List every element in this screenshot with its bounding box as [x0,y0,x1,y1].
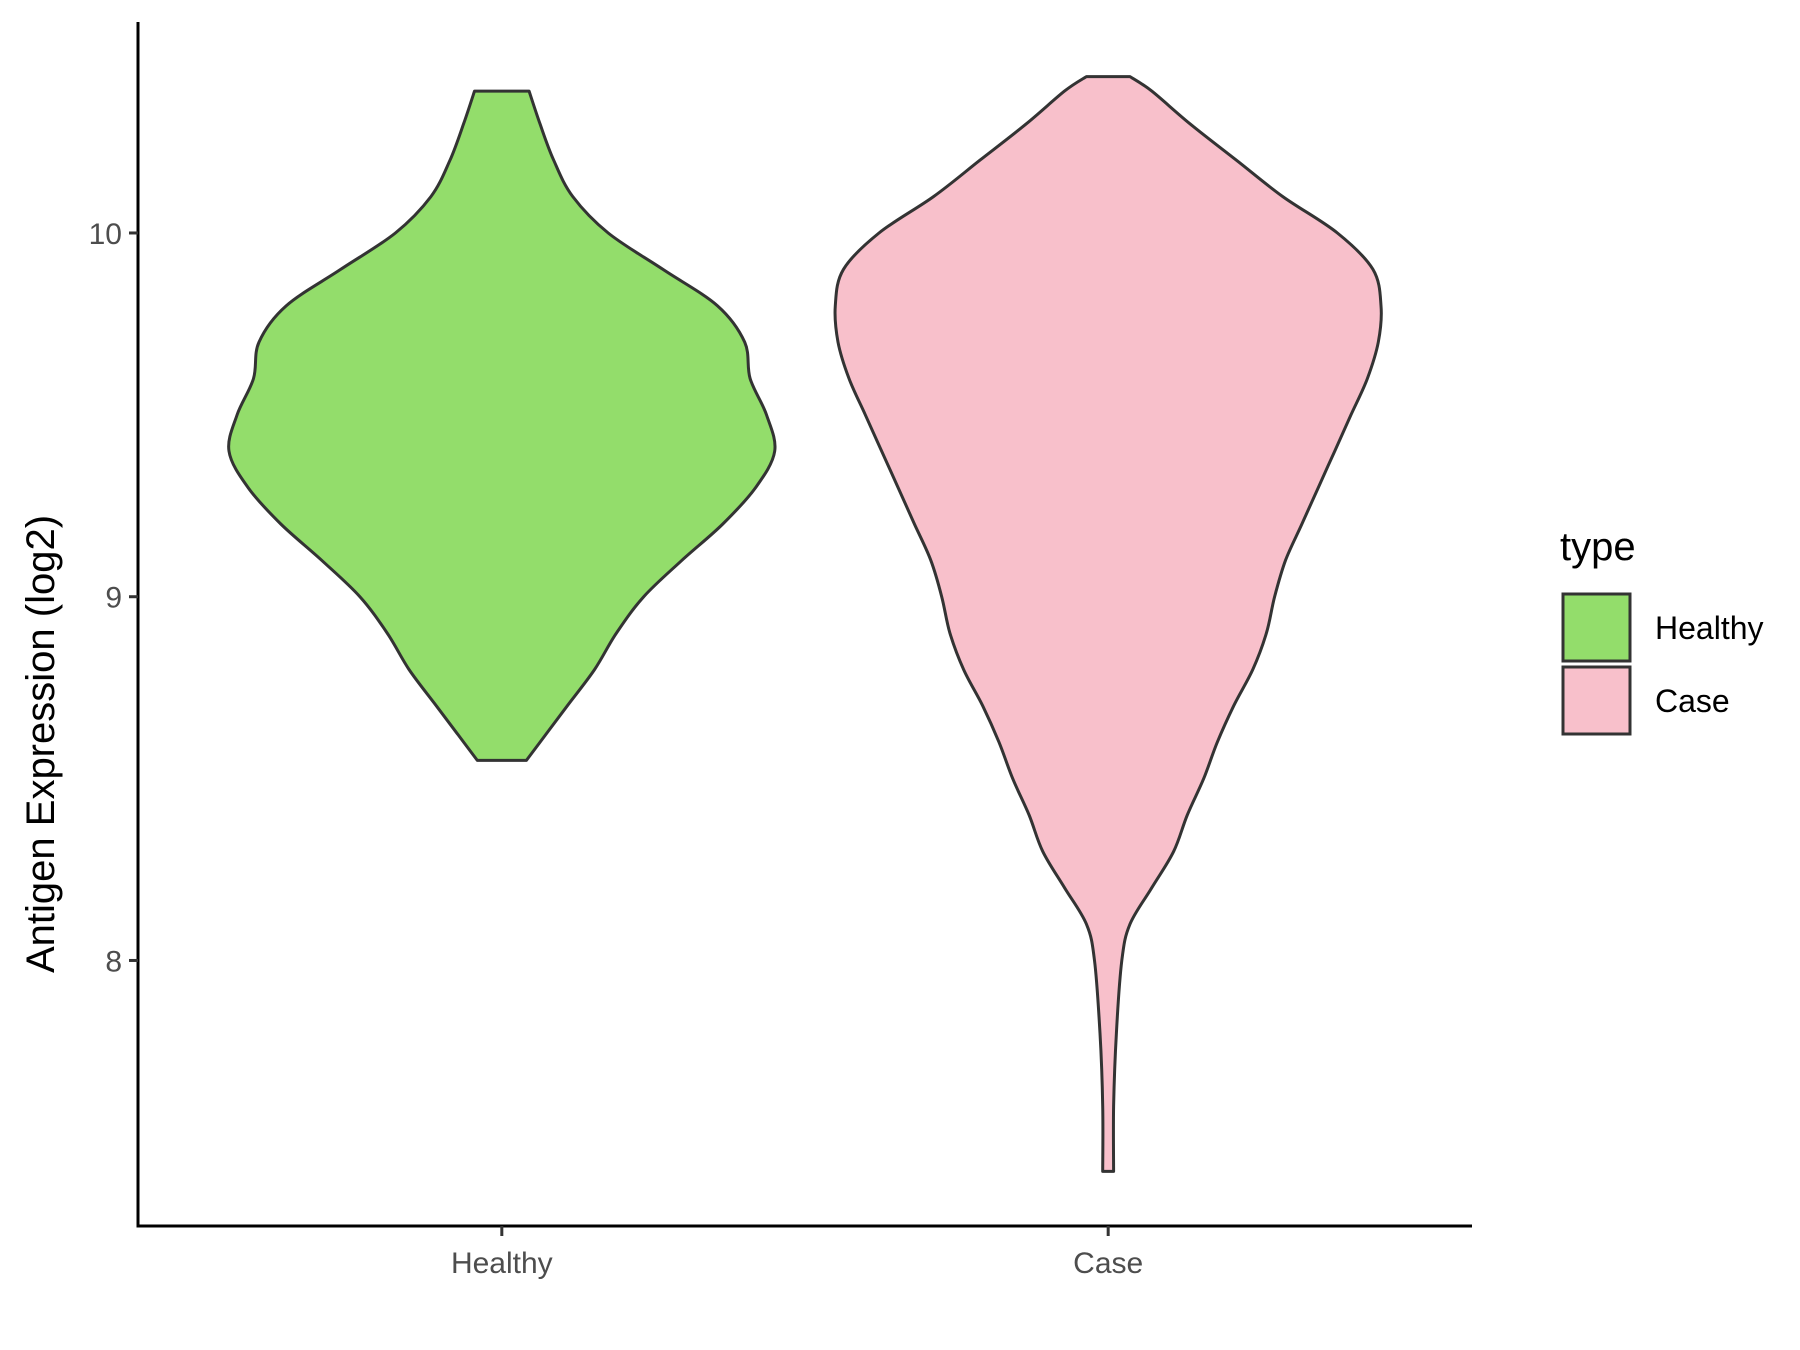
y-axis-title: Antigen Expression (log2) [19,515,63,973]
legend-label-case: Case [1655,683,1730,719]
violin-layer [227,75,1383,1173]
legend: type Healthy Case [1560,525,1764,736]
legend-title: type [1560,525,1636,569]
legend-label-healthy: Healthy [1655,610,1764,646]
x-tick-label: Case [1073,1247,1143,1280]
axes [136,22,1472,1228]
y-tick-label: 10 [89,218,122,251]
x-ticks: Healthy Case [451,1226,1143,1280]
x-tick-label: Healthy [451,1247,553,1280]
y-ticks: 8 9 10 [89,218,138,978]
legend-key-case [1561,665,1632,736]
violin-case [833,75,1383,1173]
y-tick-label: 8 [105,945,122,978]
y-tick-label: 9 [105,582,122,615]
violin-healthy [227,89,777,762]
legend-key-healthy [1561,592,1632,663]
